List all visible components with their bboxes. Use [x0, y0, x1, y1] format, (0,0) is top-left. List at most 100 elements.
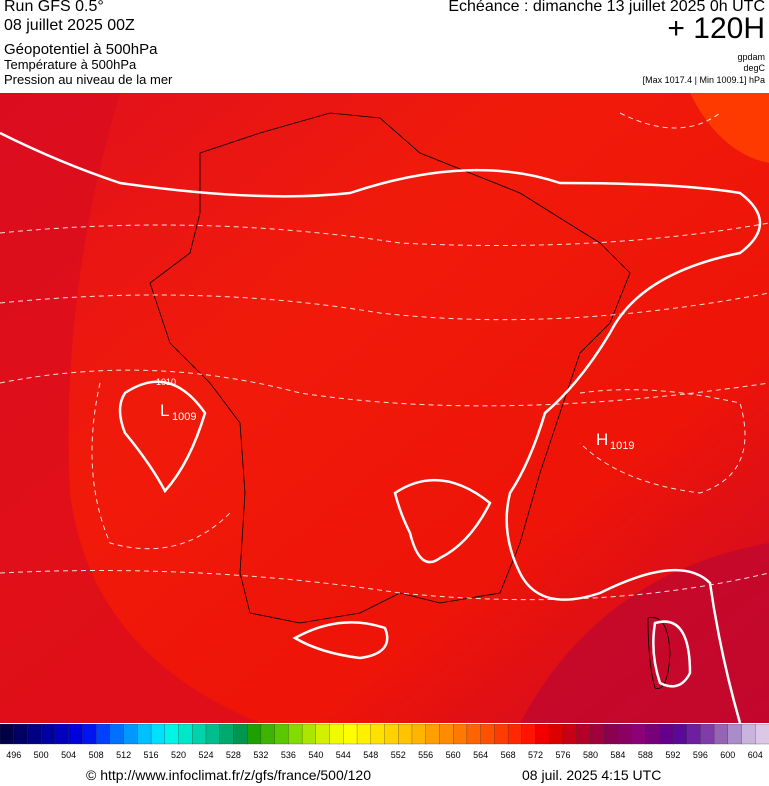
color-swatch [178, 724, 193, 745]
high-letter: H [596, 430, 608, 449]
color-swatch [219, 724, 235, 745]
cool-zone [0, 93, 260, 723]
color-swatch [453, 724, 468, 745]
map: 1010 L 1009 H 1019 [0, 93, 769, 723]
color-swatch [41, 724, 56, 745]
color-swatch [150, 724, 166, 745]
colorbar-label: 564 [473, 750, 488, 760]
color-swatch [384, 724, 399, 745]
source-url: © http://www.infoclimat.fr/z/gfs/france/… [86, 767, 371, 783]
color-swatch [631, 724, 647, 745]
colorbar-label: 532 [253, 750, 268, 760]
color-swatch [549, 724, 564, 745]
colorbar: 496 500 504 508 512 516 520 524 528 532 536 540 544 5… [0, 724, 769, 760]
color-swatch [247, 724, 262, 745]
color-swatch [123, 724, 138, 745]
low-value: 1009 [172, 411, 196, 423]
color-swatch [466, 724, 482, 745]
low-letter: L [160, 401, 169, 420]
colorbar-label: 548 [363, 750, 378, 760]
color-swatch [672, 724, 688, 745]
color-swatch [315, 724, 331, 745]
color-swatch [356, 724, 372, 745]
color-swatch [645, 724, 660, 745]
colorbar-label: 580 [583, 750, 598, 760]
color-swatch [301, 724, 317, 745]
field-geopotential: Géopotentiel à 500hPa [4, 41, 158, 58]
color-swatch [164, 724, 180, 745]
country-border [149, 112, 631, 624]
color-swatch [755, 724, 769, 745]
colorbar-label: 536 [281, 750, 296, 760]
colorbar-label: 540 [308, 750, 323, 760]
high-value: 1019 [610, 440, 634, 452]
field-temperature: Température à 500hPa [4, 57, 137, 72]
color-swatch [562, 724, 578, 745]
color-swatch [329, 724, 344, 745]
color-swatch [686, 724, 701, 745]
color-swatch [260, 724, 276, 745]
color-swatch [576, 724, 592, 745]
colorbar-label: 588 [638, 750, 653, 760]
colorbar-label: 520 [171, 750, 186, 760]
color-swatch [521, 724, 537, 745]
color-swatch [13, 724, 29, 745]
color-swatch [535, 724, 550, 745]
color-swatch [205, 724, 221, 745]
color-swatch [370, 724, 386, 745]
colorbar-label: 544 [336, 750, 351, 760]
color-swatch [109, 724, 125, 745]
colorbar-label: 576 [556, 750, 571, 760]
color-swatch [137, 724, 152, 745]
colorbar-label: 556 [418, 750, 433, 760]
isobar-label: 1010 [156, 377, 176, 387]
color-swatch [0, 724, 15, 745]
colorbar-label: 552 [391, 750, 406, 760]
unit-gpdam: gpdam [737, 52, 765, 62]
colorbar-label: 496 [6, 750, 21, 760]
colorbar-label: 504 [61, 750, 76, 760]
color-swatch [288, 724, 303, 745]
color-swatch [192, 724, 207, 745]
color-swatch [27, 724, 42, 745]
colorbar-label: 568 [501, 750, 516, 760]
lead-time: + 120H [667, 12, 765, 45]
color-swatch [727, 724, 743, 745]
colorbar-label: 584 [610, 750, 625, 760]
color-swatch [494, 724, 509, 745]
color-swatch [343, 724, 358, 745]
run-title: Run GFS 0.5° [4, 0, 104, 15]
cool-zone [520, 543, 769, 723]
colorbar-label: 592 [665, 750, 680, 760]
colorbar-label: 572 [528, 750, 543, 760]
color-swatch [233, 724, 248, 745]
color-swatch [480, 724, 496, 745]
isobars [0, 131, 762, 723]
color-swatch [95, 724, 111, 745]
color-swatch [741, 724, 756, 745]
color-swatch [658, 724, 674, 745]
timestamp: 08 juil. 2025 4:15 UTC [522, 767, 662, 783]
colorbar-label: 524 [198, 750, 213, 760]
isotherms [0, 112, 769, 601]
colorbar-label: 604 [748, 750, 763, 760]
color-swatch [700, 724, 715, 745]
color-swatch [274, 724, 290, 745]
color-swatch [411, 724, 427, 745]
color-swatch [68, 724, 84, 745]
colorbar-label: 516 [144, 750, 159, 760]
unit-degc: degC [743, 63, 765, 73]
colorbar-label: 508 [89, 750, 104, 760]
colorbar-label: 596 [693, 750, 708, 760]
run-date: 08 juillet 2025 00Z [4, 17, 135, 34]
color-swatch [54, 724, 70, 745]
color-swatch [82, 724, 97, 745]
color-swatch [425, 724, 441, 745]
colorbar-label: 560 [446, 750, 461, 760]
color-swatch [604, 724, 619, 745]
colorbar-label: 500 [34, 750, 49, 760]
field-pressure: Pression au niveau de la mer [4, 72, 173, 87]
pressure-range: [Max 1017.4 | Min 1009.1] hPa [642, 75, 765, 85]
color-swatch [713, 724, 729, 745]
